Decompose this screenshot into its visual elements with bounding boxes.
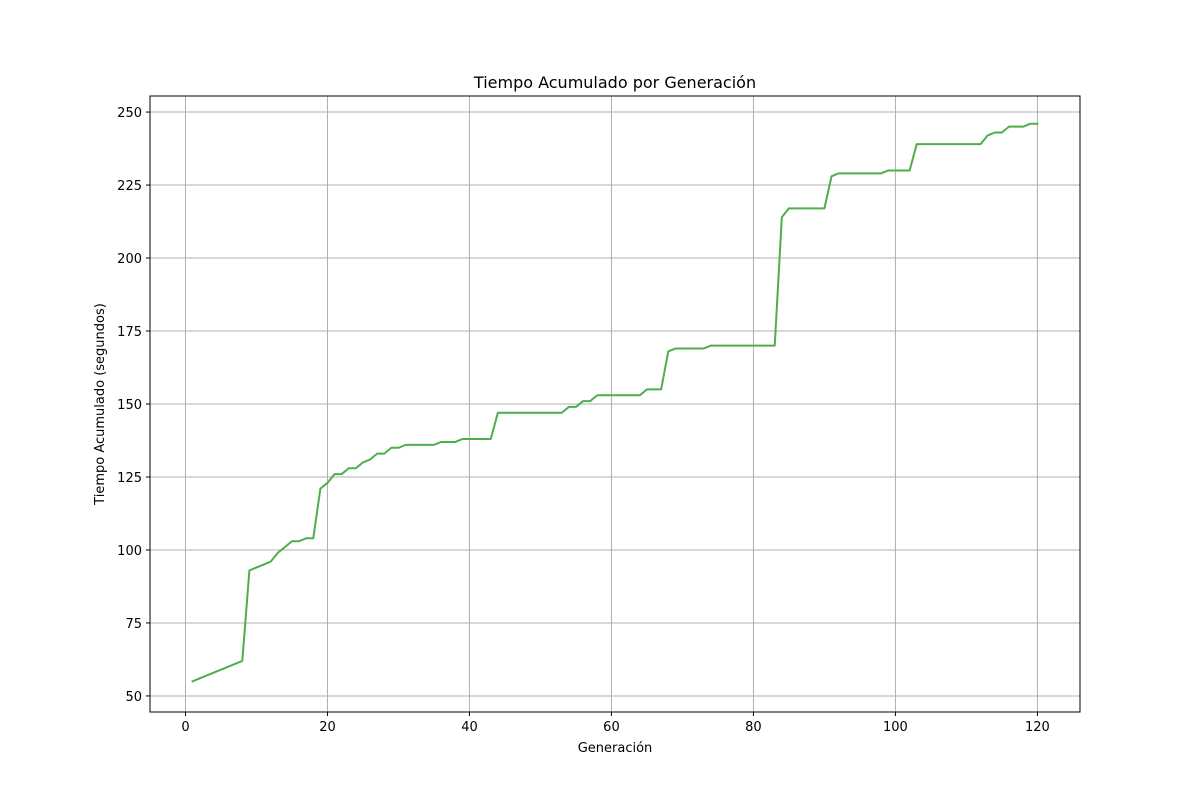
chart-title: Tiempo Acumulado por Generación <box>473 73 756 92</box>
y-tick-label: 150 <box>117 398 142 413</box>
y-tick-label: 225 <box>117 179 142 194</box>
x-tick-label: 100 <box>883 720 908 735</box>
y-axis-label: Tiempo Acumulado (segundos) <box>93 303 108 506</box>
x-tick-label: 60 <box>603 720 620 735</box>
y-tick-label: 250 <box>117 106 142 121</box>
x-axis-label: Generación <box>578 741 653 756</box>
x-tick-label: 120 <box>1025 720 1050 735</box>
x-tick-label: 0 <box>181 720 189 735</box>
y-tick-label: 100 <box>117 544 142 559</box>
y-tick-label: 75 <box>125 617 142 632</box>
x-tick-label: 20 <box>319 720 336 735</box>
x-axis-ticks: 0 20 40 60 80 100 120 <box>181 712 1050 735</box>
x-tick-label: 40 <box>461 720 478 735</box>
series-line <box>191 122 1039 683</box>
x-tick-label: 80 <box>745 720 762 735</box>
y-tick-label: 175 <box>117 325 142 340</box>
series-layer <box>191 122 1039 683</box>
y-axis-ticks: 50 75 100 125 150 175 200 225 250 <box>117 106 150 705</box>
grid-lines <box>150 96 1080 712</box>
y-tick-label: 50 <box>125 690 142 705</box>
y-tick-label: 125 <box>117 471 142 486</box>
y-tick-label: 200 <box>117 252 142 267</box>
